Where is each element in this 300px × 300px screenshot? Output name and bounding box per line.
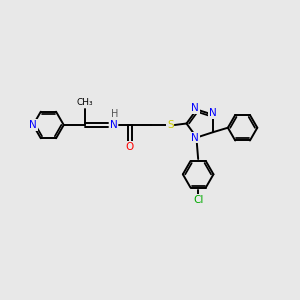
Text: N: N: [191, 133, 199, 142]
Text: H: H: [111, 109, 118, 119]
Text: Cl: Cl: [193, 195, 203, 205]
Text: CH₃: CH₃: [76, 98, 93, 107]
Text: O: O: [126, 142, 134, 152]
Text: N: N: [191, 103, 199, 113]
Text: S: S: [167, 120, 174, 130]
Text: N: N: [110, 120, 118, 130]
Text: N: N: [209, 108, 217, 118]
Text: N: N: [29, 120, 37, 130]
